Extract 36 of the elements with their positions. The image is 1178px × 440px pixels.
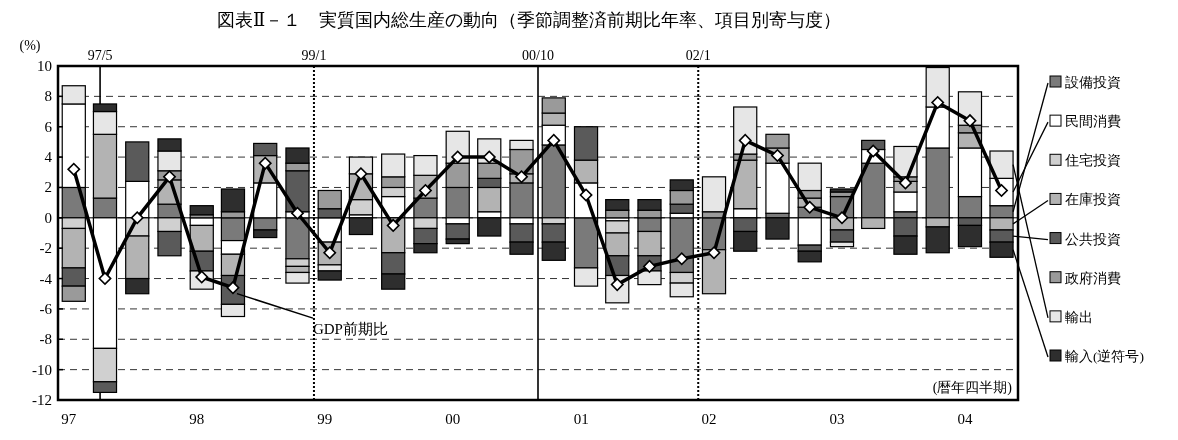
legend-label: 住宅投資 xyxy=(1064,153,1121,169)
ref-line-label: 97/5 xyxy=(87,48,113,63)
y-tick-label: -4 xyxy=(39,270,53,287)
x-tick-label: 01 xyxy=(573,411,589,427)
legend-label: 輸入(逆符号) xyxy=(1065,349,1144,364)
y-tick-label: 0 xyxy=(44,209,52,226)
y-axis-title: (%) xyxy=(19,38,41,54)
legend-label: 輸出 xyxy=(1065,309,1093,325)
y-tick-label: 6 xyxy=(44,118,53,135)
ref-line-label: 02/1 xyxy=(685,48,711,63)
y-tick-label: -10 xyxy=(32,361,52,378)
x-tick-label: 98 xyxy=(189,411,205,427)
x-tick-label: 03 xyxy=(829,411,845,427)
annotation: (暦年四半期) xyxy=(932,380,1013,396)
y-tick-label: 4 xyxy=(44,149,53,166)
legend-label: 民間消費 xyxy=(1065,114,1121,130)
y-tick-label: -2 xyxy=(39,240,52,257)
y-tick-label: -8 xyxy=(39,331,52,348)
y-tick-label: 8 xyxy=(44,88,52,105)
text: GDP前期比 xyxy=(312,321,388,338)
x-tick-label: 04 xyxy=(957,411,974,427)
ref-line-label: 00/10 xyxy=(522,48,554,63)
y-tick-label: -12 xyxy=(32,392,52,408)
legend-label: 政府消費 xyxy=(1065,270,1121,286)
legend-label: 在庫投資 xyxy=(1065,192,1121,208)
ref-line-label: 99/1 xyxy=(301,48,327,63)
chart-title: 図表Ⅱ－１ 実質国内総生産の動向（季節調整済前期比年率、項目別寄与度） xyxy=(216,10,842,30)
x-tick-label: 97 xyxy=(61,411,77,427)
legend-label: 設備投資 xyxy=(1065,75,1121,90)
y-tick-label: 2 xyxy=(44,179,52,196)
x-tick-label: 00 xyxy=(445,411,461,427)
legend-label: 公共投資 xyxy=(1065,231,1121,247)
y-tick-label: 10 xyxy=(37,58,52,74)
x-tick-label: 99 xyxy=(317,411,333,427)
x-tick-label: 02 xyxy=(701,411,717,427)
y-tick-label: -6 xyxy=(39,300,53,317)
